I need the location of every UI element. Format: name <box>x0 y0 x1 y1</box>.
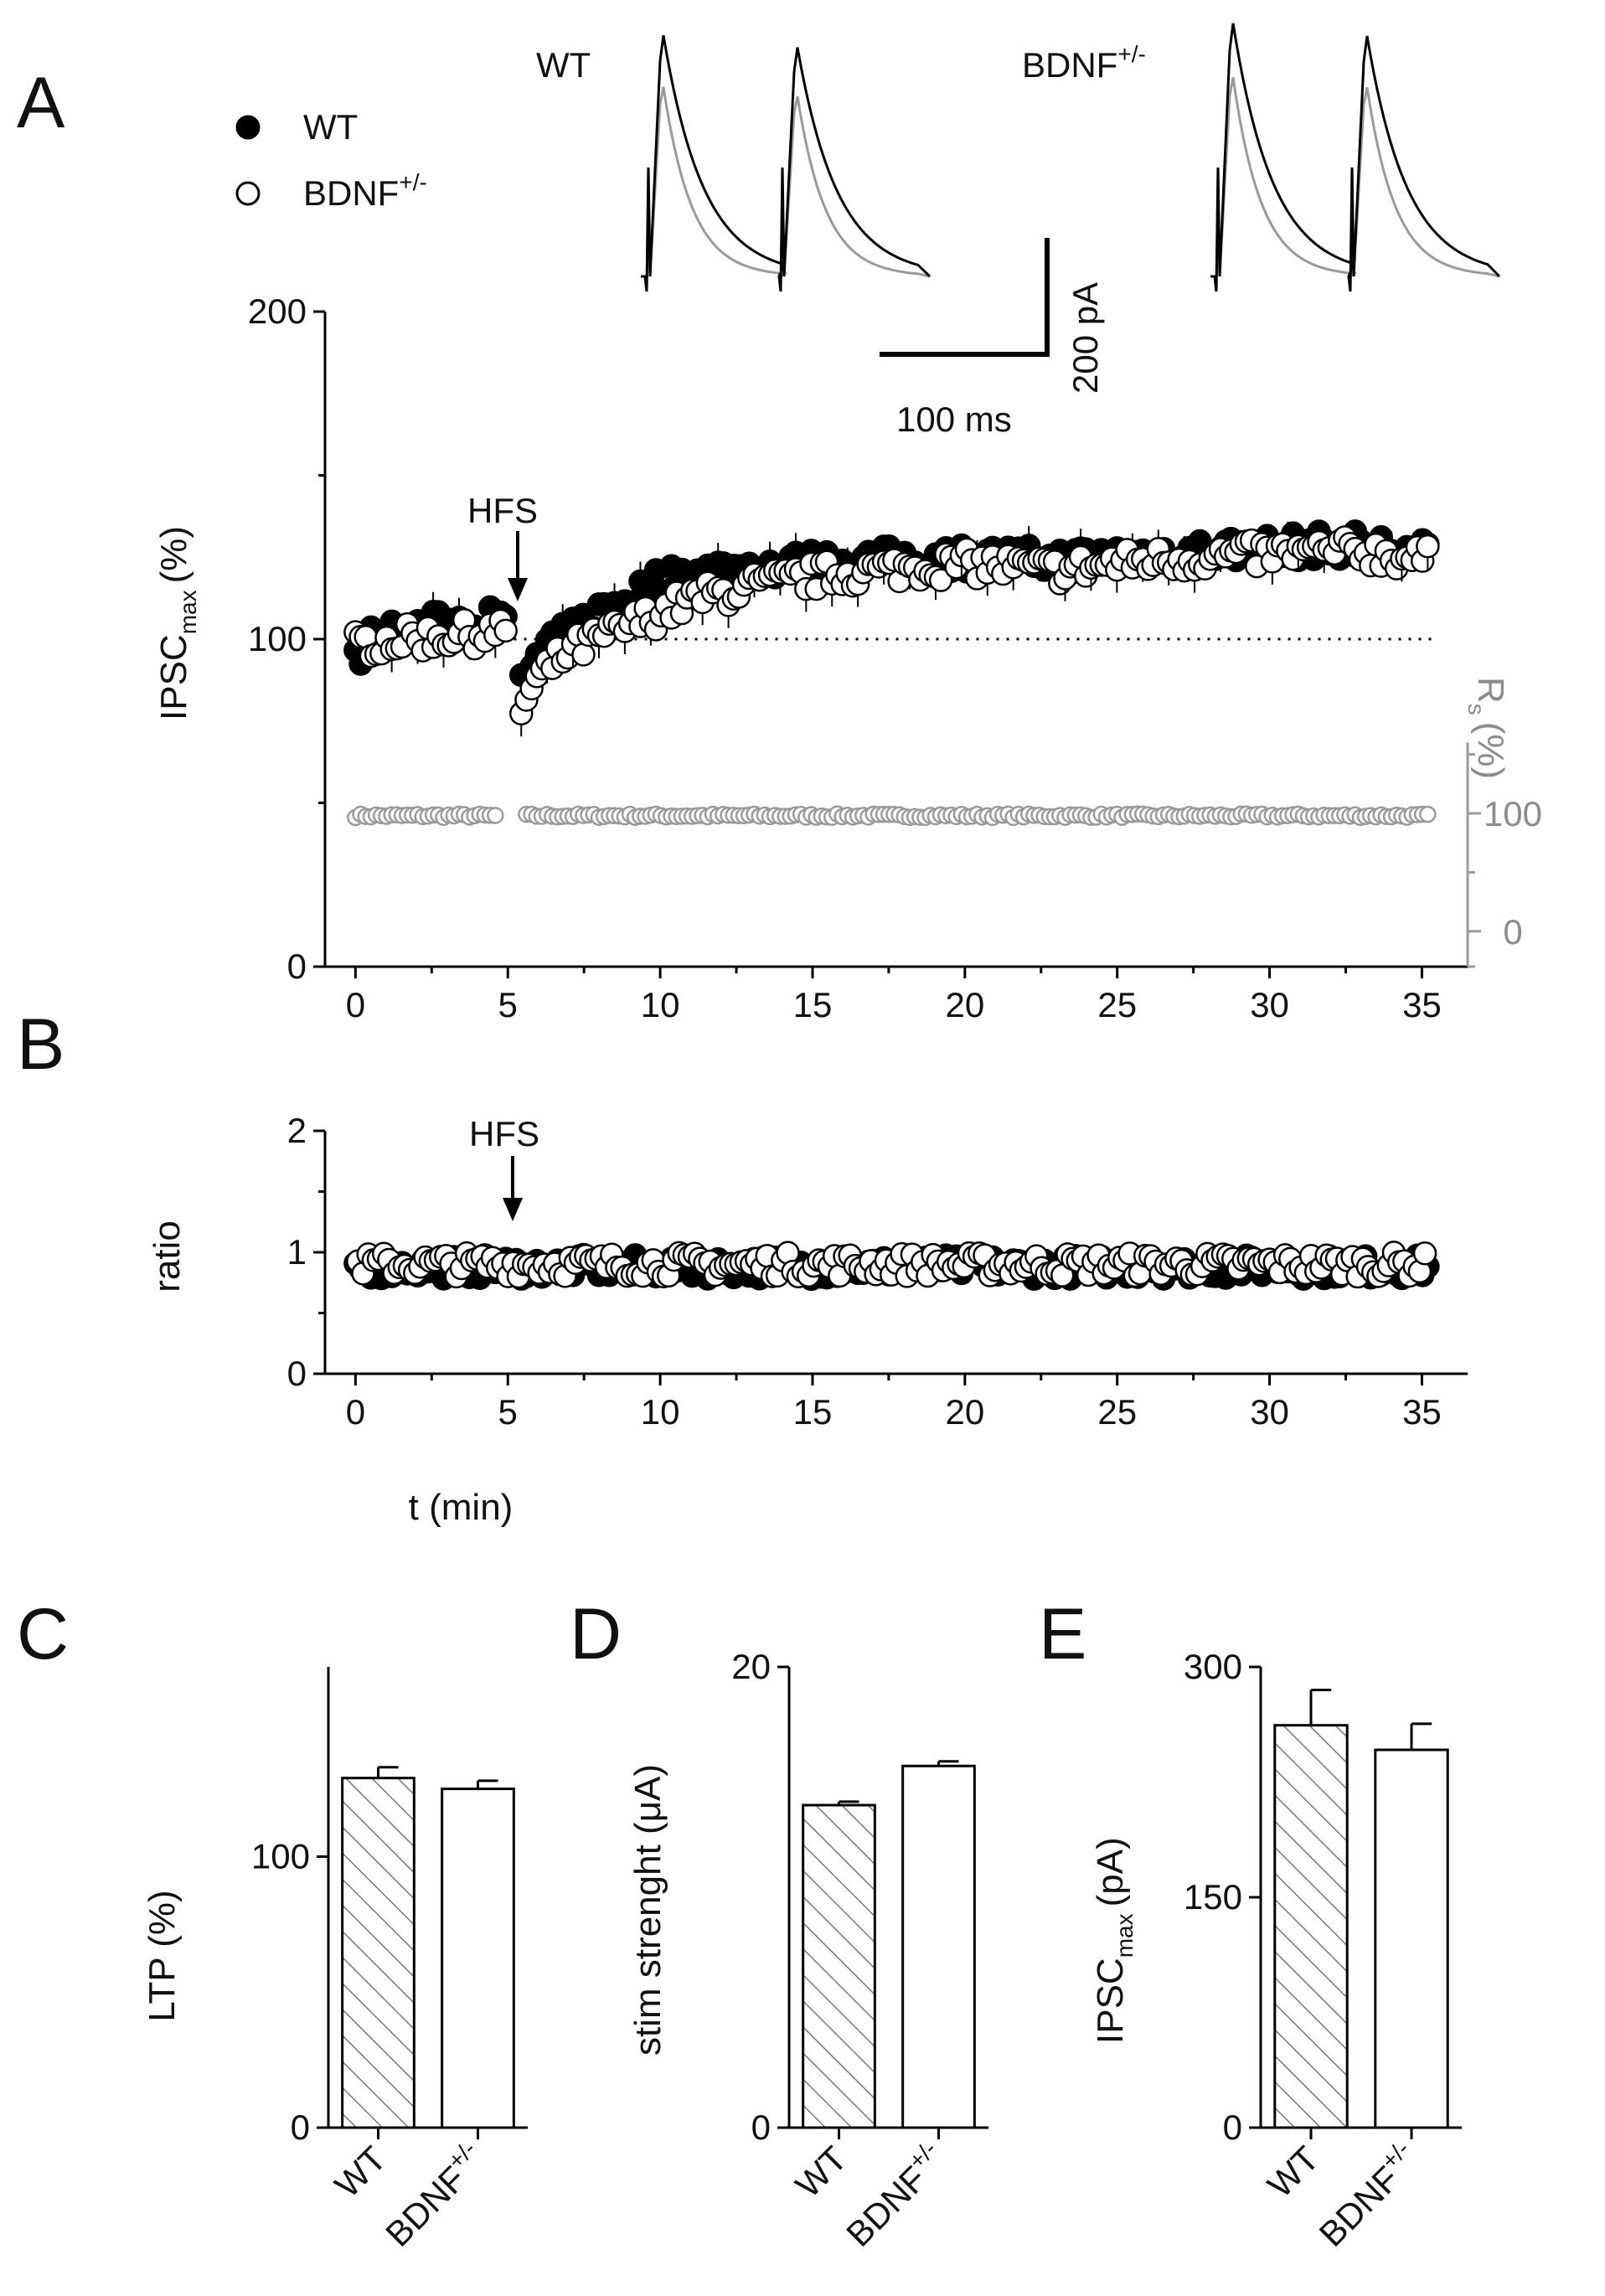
ylabel-a: IPSCmax(%) <box>153 526 201 720</box>
traces-wt-post-hfs-sweep <box>641 34 932 292</box>
a-x-tick-label: 25 <box>1097 985 1137 1024</box>
d-bar <box>901 1764 976 2129</box>
c-y-tick-label: 100 <box>251 1836 310 1875</box>
ylabel-e: IPSCmax(pA) <box>1090 1837 1138 2044</box>
panel-b-letter: B <box>17 1004 65 1085</box>
trace-bdnf-label: BDNF+/- <box>1022 41 1146 85</box>
e-y-tick-label: 150 <box>1184 1877 1242 1917</box>
trace-inset: WT BDNF+/- 100 ms 200 pA <box>536 23 1501 439</box>
a-x-tick-label: 20 <box>945 985 984 1024</box>
a-x-tick-label: 10 <box>641 985 680 1024</box>
b-x-tick-label: 10 <box>641 1392 680 1432</box>
a-rs-tick-label: 0 <box>1503 912 1522 952</box>
b-x-axis-title: t (min) <box>409 1487 513 1528</box>
b-x-tick-label: 25 <box>1097 1392 1137 1432</box>
a-bdnf-point <box>493 618 518 643</box>
a-bdnf-point <box>928 568 953 592</box>
b-x-tick-label: 0 <box>346 1392 365 1432</box>
a-y-tick-label: 0 <box>287 947 307 986</box>
c-y-tick-label: 0 <box>291 2108 310 2147</box>
a-bdnf-point <box>571 642 596 667</box>
a-rs-tick-label: 100 <box>1484 794 1542 833</box>
hfs-arrow-b <box>503 1156 523 1221</box>
e-x-tick-label: BDNF+/- <box>1308 2136 1427 2254</box>
panel-e-letter: E <box>1039 1594 1086 1674</box>
d-x-tick-label: WT <box>787 2139 854 2205</box>
trace-scale-bar <box>880 238 1050 357</box>
a-x-tick-label: 35 <box>1402 985 1442 1024</box>
d-y-axis-title: stim strenght (μA) <box>627 1764 668 2056</box>
b-y-tick-label: 1 <box>287 1232 307 1272</box>
a-y-tick-label: 200 <box>248 292 307 331</box>
panel-d-letter: D <box>570 1594 622 1674</box>
traces-bdnf-post-hfs-sweep <box>1210 23 1501 292</box>
a-x-tick-label: 30 <box>1250 985 1289 1024</box>
chart-b: 0 5 10 15 20 25 30 35 0 1 2 t (min) ratio <box>147 1111 1468 1528</box>
b-x-tick-label: 5 <box>498 1392 518 1432</box>
a-x-tick-label: 5 <box>498 985 518 1024</box>
rs-axis-title: Rs(%) <box>1463 677 1511 779</box>
panel-a-letter: A <box>17 63 65 143</box>
b-bdnf-point <box>1412 1241 1437 1266</box>
a-rs-point <box>1419 805 1437 823</box>
b-y-tick-label: 2 <box>287 1111 307 1150</box>
panel-c-letter: C <box>17 1594 69 1674</box>
trace-scale-x-label: 100 ms <box>896 400 1012 439</box>
e-y-tick-label: 0 <box>1223 2108 1242 2147</box>
d-y-tick-label: 20 <box>731 1647 771 1686</box>
b-x-tick-label: 35 <box>1402 1392 1442 1432</box>
d-x-tick-label: BDNF+/- <box>836 2136 954 2254</box>
legend-wt-label: WT <box>303 107 358 147</box>
c-x-tick-label: BDNF+/- <box>375 2136 493 2254</box>
trace-wt-label: WT <box>536 45 591 85</box>
b-x-tick-label: 20 <box>945 1392 984 1432</box>
c-bar <box>441 1788 515 2129</box>
d-bar <box>802 1803 876 2129</box>
legend-bdnf-marker <box>235 181 261 206</box>
legend-wt-marker <box>235 115 261 140</box>
hfs-label-b: HFS <box>469 1114 539 1153</box>
b-x-tick-label: 30 <box>1250 1392 1289 1432</box>
trace-scale-y-label: 200 pA <box>1066 282 1105 394</box>
e-bar <box>1374 1748 1449 2129</box>
b-x-tick-label: 15 <box>793 1392 833 1432</box>
trace-bdnf <box>1210 23 1501 292</box>
a-rs-point <box>487 807 504 824</box>
a-x-tick-label: 15 <box>793 985 833 1024</box>
hfs-arrow-a <box>508 531 528 601</box>
e-y-tick-label: 300 <box>1184 1647 1242 1686</box>
legend-bdnf-label: BDNF+/- <box>303 169 427 213</box>
c-x-tick-label: WT <box>327 2139 393 2205</box>
e-bar <box>1273 1724 1349 2129</box>
c-bar <box>341 1777 415 2129</box>
a-y-tick-label: 100 <box>248 619 307 658</box>
b-y-axis-title: ratio <box>147 1220 188 1292</box>
hfs-label-a: HFS <box>467 491 538 530</box>
chart-a: 0 5 10 15 20 25 30 35 0 100 200 0 100 <box>248 292 1542 1024</box>
legend-a: WT BDNF+/- <box>235 107 427 213</box>
a-x-tick-label: 0 <box>346 985 365 1024</box>
c-y-axis-title: LTP (%) <box>142 1890 183 2021</box>
a-bdnf-point <box>1416 534 1440 559</box>
e-x-tick-label: WT <box>1260 2139 1326 2205</box>
d-y-tick-label: 0 <box>751 2108 771 2147</box>
b-y-tick-label: 0 <box>287 1354 307 1393</box>
trace-wt <box>641 34 932 292</box>
